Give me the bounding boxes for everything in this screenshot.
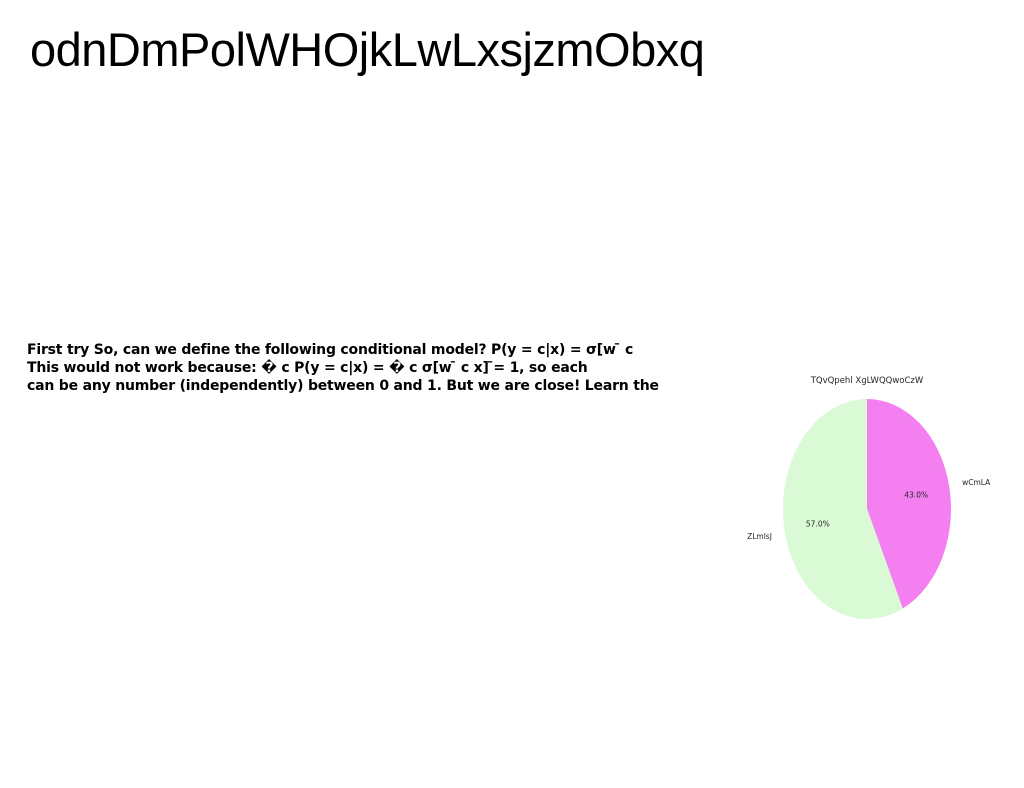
body-line: can be any number (independently) betwee…	[27, 378, 659, 394]
body-line: First try So, can we define the followin…	[27, 342, 634, 358]
pie-slice-wCmLA	[867, 399, 951, 609]
pie-slice-ZLmlsJ	[783, 399, 903, 619]
pie-slices	[783, 399, 951, 619]
body-line: This would not work because: � c P(y = c…	[27, 360, 588, 376]
page-title: odnDmPolWHOjkLwLxsjzmObxq	[30, 23, 705, 76]
chart-title: TQvQpehl XgLWQQwoCzW	[810, 376, 924, 386]
body-paragraph: First try So, can we define the followin…	[27, 341, 697, 395]
pie-chart: TQvQpehl XgLWQQwoCzW wCmLA 43.0% ZLmlsJ 57.…	[740, 365, 1010, 635]
slice-label: ZLmlsJ	[747, 532, 772, 541]
slice-label: wCmLA	[962, 478, 991, 487]
pie-labels: wCmLA 43.0% ZLmlsJ 57.0%	[747, 478, 991, 541]
pie-chart-svg: TQvQpehl XgLWQQwoCzW wCmLA 43.0% ZLmlsJ 57.…	[747, 376, 991, 619]
slice-percent-label: 57.0%	[806, 519, 830, 528]
slice-percent-label: 43.0%	[904, 491, 928, 500]
